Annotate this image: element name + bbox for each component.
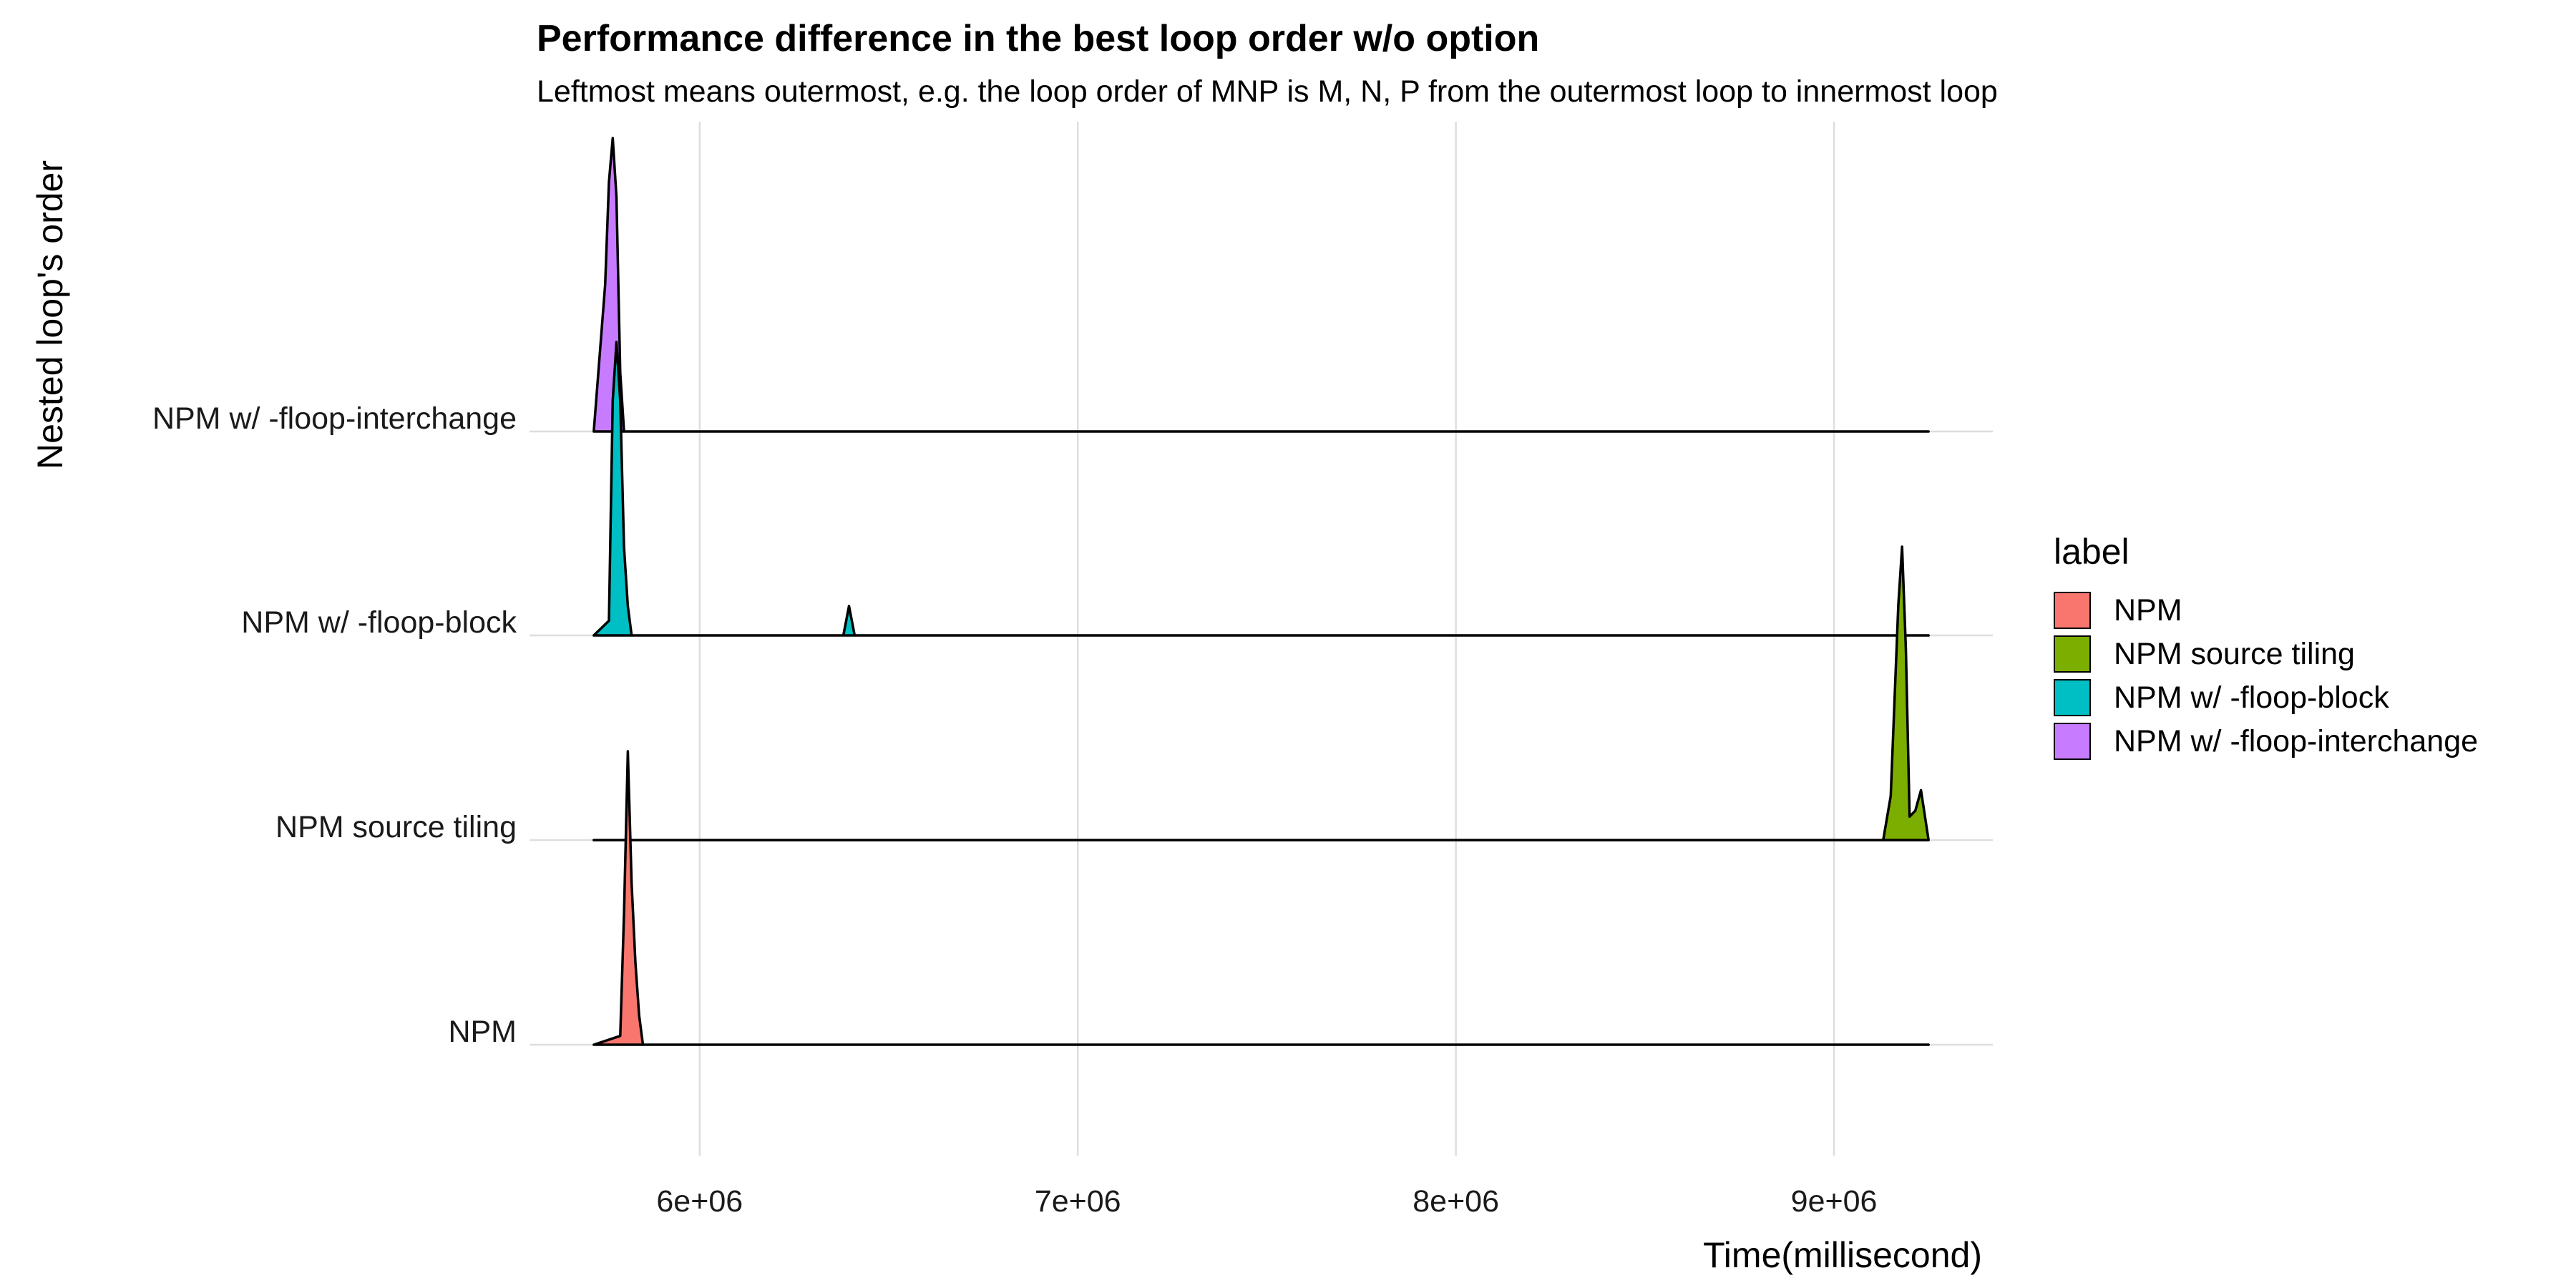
x-tick-label: 7e+06 bbox=[1035, 1184, 1121, 1219]
x-axis-label: Time(millisecond) bbox=[1703, 1235, 1982, 1275]
legend-key bbox=[2054, 635, 2091, 673]
legend-label: NPM w/ -floop-interchange bbox=[2114, 723, 2479, 758]
ridge-2 bbox=[592, 341, 1930, 637]
x-tick-label: 9e+06 bbox=[1791, 1184, 1878, 1219]
grid bbox=[530, 122, 1993, 1156]
x-tick-label: 8e+06 bbox=[1413, 1184, 1499, 1219]
y-tick-label: NPM source tiling bbox=[275, 810, 517, 844]
x-tick-label: 6e+06 bbox=[656, 1184, 743, 1219]
y-tick-label: NPM w/ -floop-interchange bbox=[152, 401, 517, 436]
legend-label: NPM w/ -floop-block bbox=[2114, 680, 2389, 715]
ridge-1 bbox=[592, 545, 1930, 841]
chart-subtitle: Leftmost means outermost, e.g. the loop … bbox=[537, 74, 1998, 109]
ridge-0 bbox=[592, 750, 1930, 1046]
chart-title: Performance difference in the best loop … bbox=[537, 18, 1540, 59]
legend-label: NPM source tiling bbox=[2114, 636, 2355, 671]
x-tick-labels: 6e+06 7e+06 8e+06 9e+06 bbox=[656, 1184, 1877, 1219]
legend-title: label bbox=[2054, 532, 2129, 572]
y-tick-labels: NPM NPM source tiling NPM w/ -floop-block N… bbox=[152, 401, 517, 1049]
ridge-3 bbox=[592, 137, 1930, 433]
y-tick-label: NPM bbox=[448, 1015, 517, 1049]
legend-item: NPM source tiling bbox=[2054, 635, 2355, 673]
y-tick-label: NPM w/ -floop-block bbox=[241, 605, 517, 640]
ridges bbox=[592, 137, 1930, 1046]
legend-item: NPM w/ -floop-block bbox=[2054, 679, 2389, 716]
legend-item: NPM w/ -floop-interchange bbox=[2054, 723, 2478, 760]
legend-item: NPM bbox=[2054, 592, 2182, 629]
legend-key bbox=[2054, 723, 2091, 760]
legend-key bbox=[2054, 592, 2091, 629]
y-axis-label: Nested loop's order bbox=[30, 160, 70, 470]
legend-key bbox=[2054, 679, 2091, 716]
legend-label: NPM bbox=[2114, 592, 2182, 628]
